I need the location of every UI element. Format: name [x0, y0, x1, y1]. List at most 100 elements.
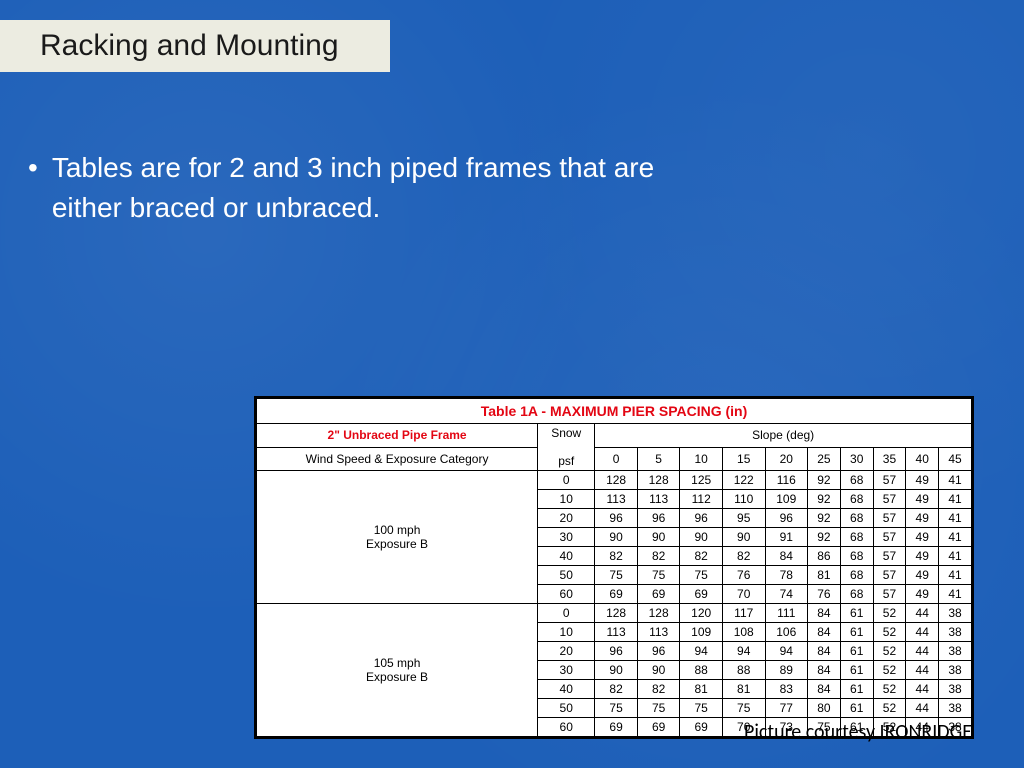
- spacing-cell: 38: [939, 661, 972, 680]
- spacing-cell: 38: [939, 604, 972, 623]
- snow-header: Snow psf: [538, 424, 595, 471]
- spacing-cell: 52: [873, 642, 906, 661]
- spacing-cell: 82: [637, 547, 680, 566]
- spacing-cell: 82: [595, 547, 638, 566]
- spacing-cell: 57: [873, 585, 906, 604]
- spacing-cell: 83: [765, 680, 808, 699]
- spacing-cell: 122: [722, 471, 765, 490]
- spacing-cell: 68: [840, 547, 873, 566]
- snow-unit: psf: [558, 454, 574, 468]
- spacing-cell: 61: [840, 604, 873, 623]
- snow-psf-cell: 50: [538, 699, 595, 718]
- spacing-cell: 81: [808, 566, 841, 585]
- spacing-cell: 90: [637, 661, 680, 680]
- snow-psf-cell: 30: [538, 661, 595, 680]
- spacing-cell: 44: [906, 604, 939, 623]
- spacing-cell: 69: [680, 718, 723, 737]
- slope-tick: 25: [808, 447, 841, 471]
- table-title: Table 1A - MAXIMUM PIER SPACING (in): [257, 399, 972, 424]
- snow-psf-cell: 20: [538, 642, 595, 661]
- spacing-cell: 113: [637, 490, 680, 509]
- spacing-cell: 38: [939, 699, 972, 718]
- spacing-cell: 84: [808, 680, 841, 699]
- spacing-cell: 91: [765, 528, 808, 547]
- spacing-cell: 111: [765, 604, 808, 623]
- spacing-cell: 49: [906, 509, 939, 528]
- bullet-item: • Tables are for 2 and 3 inch piped fram…: [28, 148, 672, 228]
- spacing-cell: 84: [808, 661, 841, 680]
- spacing-cell: 96: [765, 509, 808, 528]
- spacing-cell: 68: [840, 509, 873, 528]
- spacing-cell: 109: [680, 623, 723, 642]
- spacing-cell: 128: [595, 471, 638, 490]
- snow-psf-cell: 40: [538, 680, 595, 699]
- spacing-cell: 41: [939, 471, 972, 490]
- spacing-cell: 69: [637, 718, 680, 737]
- slope-tick: 35: [873, 447, 906, 471]
- spacing-cell: 61: [840, 680, 873, 699]
- spacing-cell: 49: [906, 585, 939, 604]
- spacing-cell: 69: [637, 585, 680, 604]
- spacing-cell: 52: [873, 604, 906, 623]
- slope-tick: 0: [595, 447, 638, 471]
- spacing-cell: 108: [722, 623, 765, 642]
- spacing-cell: 49: [906, 490, 939, 509]
- snow-psf-cell: 60: [538, 718, 595, 737]
- slope-tick: 40: [906, 447, 939, 471]
- spacing-cell: 76: [808, 585, 841, 604]
- spacing-cell: 78: [765, 566, 808, 585]
- spacing-cell: 75: [637, 566, 680, 585]
- bullet-marker: •: [28, 150, 38, 186]
- spacing-cell: 52: [873, 623, 906, 642]
- table-row: 105 mphExposure B01281281201171118461524…: [257, 604, 972, 623]
- slope-tick: 10: [680, 447, 723, 471]
- spacing-cell: 68: [840, 585, 873, 604]
- snow-psf-cell: 0: [538, 604, 595, 623]
- spacing-cell: 38: [939, 623, 972, 642]
- spacing-cell: 96: [680, 509, 723, 528]
- spacing-cell: 69: [680, 585, 723, 604]
- spacing-cell: 41: [939, 509, 972, 528]
- spacing-cell: 96: [637, 509, 680, 528]
- snow-psf-cell: 10: [538, 623, 595, 642]
- spacing-cell: 96: [595, 642, 638, 661]
- spacing-cell: 57: [873, 566, 906, 585]
- spacing-cell: 95: [722, 509, 765, 528]
- spacing-cell: 75: [595, 699, 638, 718]
- spacing-cell: 90: [680, 528, 723, 547]
- snow-psf-cell: 40: [538, 547, 595, 566]
- spacing-cell: 44: [906, 642, 939, 661]
- spacing-cell: 81: [722, 680, 765, 699]
- title-bar: Racking and Mounting: [0, 20, 390, 72]
- spacing-cell: 57: [873, 547, 906, 566]
- spacing-cell: 70: [722, 585, 765, 604]
- spacing-cell: 113: [637, 623, 680, 642]
- spacing-cell: 90: [722, 528, 765, 547]
- spacing-cell: 128: [637, 604, 680, 623]
- spacing-cell: 52: [873, 699, 906, 718]
- spacing-cell: 57: [873, 528, 906, 547]
- spacing-cell: 61: [840, 623, 873, 642]
- spacing-cell: 44: [906, 623, 939, 642]
- spacing-cell: 74: [765, 585, 808, 604]
- spacing-cell: 75: [722, 699, 765, 718]
- slope-tick: 5: [637, 447, 680, 471]
- spacing-cell: 88: [722, 661, 765, 680]
- spacing-cell: 77: [765, 699, 808, 718]
- snow-psf-cell: 30: [538, 528, 595, 547]
- slope-tick: 30: [840, 447, 873, 471]
- spacing-cell: 75: [595, 566, 638, 585]
- spacing-cell: 75: [680, 566, 723, 585]
- pier-spacing-table: Table 1A - MAXIMUM PIER SPACING (in) 2" …: [254, 396, 974, 739]
- spacing-cell: 61: [840, 699, 873, 718]
- picture-credit: Picture courtesy IRONRIDGE: [744, 720, 972, 744]
- spacing-cell: 84: [808, 623, 841, 642]
- spacing-cell: 90: [595, 661, 638, 680]
- spacing-cell: 68: [840, 490, 873, 509]
- snow-psf-cell: 50: [538, 566, 595, 585]
- spacing-cell: 82: [680, 547, 723, 566]
- wind-exposure-header: Wind Speed & Exposure Category: [257, 447, 538, 471]
- spacing-cell: 113: [595, 490, 638, 509]
- spacing-cell: 69: [595, 718, 638, 737]
- spacing-cell: 89: [765, 661, 808, 680]
